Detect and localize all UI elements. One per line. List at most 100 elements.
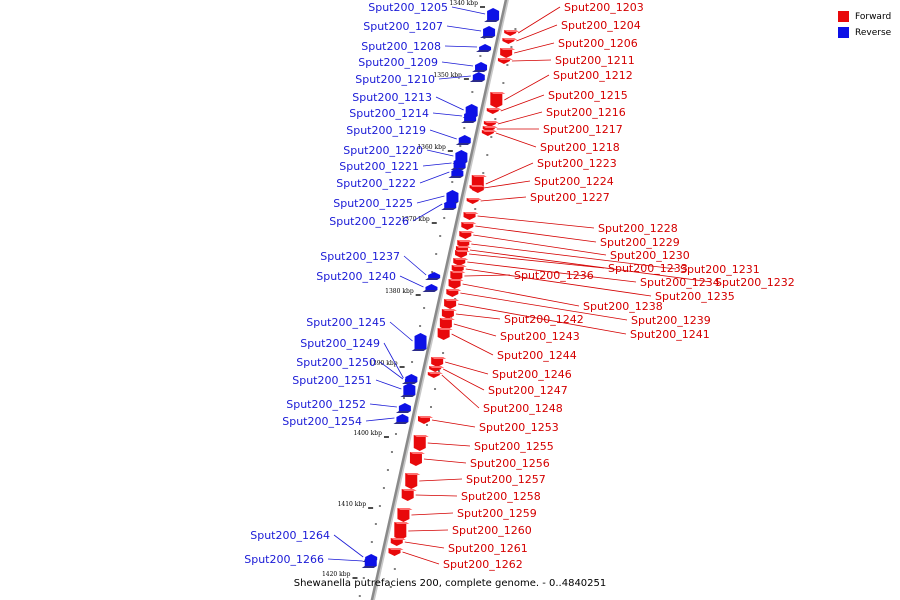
- gene-arrow: [425, 284, 438, 290]
- gene-feature-sput200_1260: [394, 522, 410, 540]
- gene-feature-sput200_1259: [397, 508, 413, 522]
- gene-label: Sput200_1247: [488, 384, 568, 397]
- gene-arrow-facet: [484, 20, 500, 22]
- gene-feature-sput200_1240: [422, 284, 438, 292]
- gene-feature-sput200_1242: [441, 309, 457, 319]
- gene-label: Sput200_1266: [244, 553, 324, 566]
- gene-arrow-facet: [482, 126, 498, 128]
- gene-label: Sput200_1235: [655, 290, 735, 303]
- gene-feature-sput200_1215: [486, 108, 502, 114]
- gene-arrow: [431, 357, 444, 367]
- gene-arrow: [409, 452, 422, 466]
- legend-label-forward: Forward: [855, 11, 892, 22]
- gene-arrow: [487, 8, 500, 20]
- leader-line: [500, 94, 545, 112]
- reverse-swatch: [838, 27, 849, 38]
- tick-label: 1380 kbp: [385, 288, 414, 295]
- gene-arrow: [483, 26, 496, 36]
- leader-line: [504, 74, 550, 101]
- gene-feature-sput200_1256: [409, 452, 425, 466]
- gene-arrow-facet: [466, 198, 482, 200]
- leader-line: [495, 132, 537, 148]
- gene-feature-sput200_1234: [453, 258, 469, 266]
- leader-line: [383, 342, 404, 379]
- gene-label: Sput200_1224: [534, 175, 614, 188]
- gene-label: Sput200_1214: [349, 107, 429, 120]
- tick-label: 1360 kbp: [417, 144, 446, 151]
- gene-arrow-facet: [490, 92, 506, 94]
- leader-line: [369, 403, 397, 408]
- gene-label: Sput200_1236: [514, 269, 594, 282]
- leader-line: [514, 42, 555, 54]
- gene-arrow: [401, 489, 414, 501]
- gene-arrow: [396, 414, 409, 422]
- gene-arrow-facet: [483, 121, 499, 123]
- gene-label: Sput200_1252: [286, 398, 366, 411]
- gene-arrow: [472, 72, 485, 80]
- gene-label: Sput200_1217: [543, 123, 623, 136]
- gene-arrow-facet: [469, 80, 485, 82]
- gene-arrow: [428, 272, 441, 278]
- gene-arrow-facet: [472, 70, 488, 72]
- gene-arrow-facet: [411, 349, 427, 351]
- forward-swatch: [838, 11, 849, 22]
- gene-feature-sput200_1250: [401, 376, 417, 384]
- gene-feature-sput200_1243: [439, 318, 455, 330]
- gene-arrow-facet: [444, 299, 460, 301]
- gene-arrow: [444, 200, 457, 208]
- gene-arrow-facet: [361, 566, 377, 568]
- gene-label: Sput200_1219: [346, 124, 426, 137]
- gene-label: Sput200_1228: [598, 222, 678, 235]
- gene-feature-sput200_1212: [490, 92, 506, 108]
- leader-line: [442, 368, 485, 391]
- gene-arrow-facet: [497, 58, 513, 60]
- gene-feature-sput200_1239: [446, 289, 462, 297]
- gene-label: Sput200_1246: [492, 368, 572, 381]
- gene-label: Sput200_1244: [497, 349, 577, 362]
- gene-arrow-facet: [439, 318, 455, 320]
- leader-line: [483, 180, 531, 189]
- gene-feature-sput200_1206: [500, 48, 516, 58]
- gene-label: Sput200_1223: [537, 157, 617, 170]
- gene-label: Sput200_1234: [640, 276, 720, 289]
- leader-line: [427, 442, 471, 447]
- leader-line: [419, 478, 463, 482]
- gene-arrow-facet: [469, 185, 485, 187]
- gene-feature-sput200_1258: [401, 489, 417, 501]
- gene-feature-sput200_1219: [455, 135, 471, 145]
- gene-label: Sput200_1216: [546, 106, 626, 119]
- gene-arrow: [450, 271, 463, 281]
- leader-line: [477, 215, 595, 229]
- gene-arrow: [446, 190, 459, 202]
- gene-feature-sput200_1204: [502, 38, 518, 44]
- leader-line: [475, 225, 597, 243]
- leader-line: [379, 361, 404, 380]
- leader-line: [497, 111, 543, 125]
- leader-line: [441, 374, 480, 409]
- leader-line: [438, 75, 471, 80]
- tick-label: 1340 kbp: [449, 0, 478, 7]
- gene-label: Sput200_1245: [306, 316, 386, 329]
- gene-arrow: [439, 318, 452, 330]
- gene-feature-sput200_1203: [504, 30, 520, 36]
- tick-label: 1400 kbp: [353, 430, 382, 437]
- gene-arrow-facet: [394, 522, 410, 524]
- leader-line: [471, 243, 677, 270]
- gene-feature-sput200_1209: [472, 62, 488, 72]
- gene-label: Sput200_1213: [352, 91, 432, 104]
- gene-arrow-facet: [455, 246, 471, 248]
- gene-arrow: [404, 376, 417, 382]
- gene-feature-sput200_1236: [450, 271, 466, 281]
- leader-line: [464, 274, 511, 277]
- gene-feature-sput200_1224: [469, 185, 485, 191]
- gene-feature-sput200_1222: [448, 168, 464, 178]
- gene-features: [361, 8, 520, 568]
- gene-feature-sput200_1208: [476, 44, 492, 52]
- gene-arrow-facet: [504, 30, 520, 32]
- leader-line: [422, 162, 452, 167]
- gene-arrow-facet: [471, 175, 487, 177]
- gene-arrow: [405, 473, 418, 489]
- gene-arrow: [471, 175, 484, 193]
- gene-feature-sput200_1216: [483, 121, 499, 127]
